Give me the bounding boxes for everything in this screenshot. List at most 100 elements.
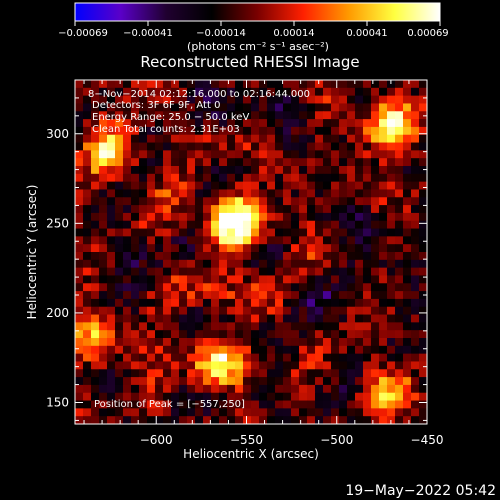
heatmap-cell xyxy=(219,166,228,175)
heatmap-cell xyxy=(323,361,332,370)
heatmap-cell xyxy=(115,189,124,198)
heatmap-cell xyxy=(211,197,220,206)
heatmap-cell xyxy=(323,244,332,253)
heatmap-cell xyxy=(331,236,340,245)
heatmap-cell xyxy=(123,197,132,206)
heatmap-cell xyxy=(291,377,300,386)
heatmap-cell xyxy=(155,119,164,128)
heatmap-cell xyxy=(235,181,244,190)
heatmap-cell xyxy=(339,314,348,323)
heatmap-cell xyxy=(275,275,284,284)
heatmap-cell xyxy=(163,322,172,331)
heatmap-cell xyxy=(155,306,164,315)
heatmap-cell xyxy=(163,228,172,237)
heatmap-cell xyxy=(91,173,100,183)
heatmap-cell xyxy=(355,259,364,269)
heatmap-cell xyxy=(99,267,108,276)
heatmap-cell xyxy=(91,205,100,214)
heatmap-cell xyxy=(75,158,84,167)
heatmap-cell xyxy=(139,142,148,151)
heatmap-cell xyxy=(131,119,140,128)
heatmap-cell xyxy=(283,166,292,175)
heatmap-cell xyxy=(243,158,252,167)
heatmap-cell xyxy=(171,338,180,347)
heatmap-cell xyxy=(99,205,108,214)
heatmap-cell xyxy=(395,197,404,206)
heatmap-cell xyxy=(275,95,284,104)
heatmap-cell xyxy=(315,236,324,245)
heatmap-cell xyxy=(411,189,420,198)
heatmap-cell xyxy=(227,189,236,198)
heatmap-cell xyxy=(275,259,284,269)
heatmap-cell xyxy=(419,142,427,151)
heatmap-cell xyxy=(75,166,84,175)
heatmap-cell xyxy=(403,189,412,198)
heatmap-cell xyxy=(91,158,100,167)
heatmap-cell xyxy=(395,369,404,378)
heatmap-cell xyxy=(83,267,92,276)
heatmap-cell xyxy=(227,126,236,136)
heatmap-cell xyxy=(307,400,316,409)
heatmap-cell xyxy=(251,244,260,253)
heatmap-cell xyxy=(251,80,260,89)
heatmap-cell xyxy=(75,252,84,261)
heatmap-cell xyxy=(411,126,420,136)
heatmap-cell xyxy=(355,158,364,167)
heatmap-cell xyxy=(259,345,268,355)
heatmap-cell xyxy=(83,119,92,128)
heatmap-cell xyxy=(219,119,228,128)
heatmap-cell xyxy=(259,142,268,151)
heatmap-cell xyxy=(259,252,268,261)
heatmap-cell xyxy=(371,87,380,97)
heatmap-cell xyxy=(299,353,308,362)
heatmap-cell xyxy=(347,361,356,370)
heatmap-cell xyxy=(275,220,284,229)
heatmap-cell xyxy=(75,142,84,151)
heatmap-cell xyxy=(203,212,212,222)
heatmap-cell xyxy=(387,236,396,245)
heatmap-cell xyxy=(227,173,236,183)
heatmap-cell xyxy=(147,134,156,143)
heatmap-cell xyxy=(379,314,388,323)
heatmap-cell xyxy=(227,205,236,214)
heatmap-cell xyxy=(307,345,316,355)
heatmap-cell xyxy=(227,306,236,315)
heatmap-cell xyxy=(195,173,204,183)
heatmap-cell xyxy=(123,259,132,269)
heatmap-cell xyxy=(219,252,228,261)
heatmap-cell xyxy=(115,181,124,190)
heatmap-cell xyxy=(203,244,212,253)
heatmap-cell xyxy=(283,384,292,394)
heatmap-cell xyxy=(163,384,172,394)
heatmap-cell xyxy=(147,267,156,276)
heatmap-cell xyxy=(283,134,292,143)
heatmap-cell xyxy=(227,228,236,237)
heatmap-cell xyxy=(219,338,228,347)
heatmap-cell xyxy=(403,173,412,183)
heatmap-cell xyxy=(307,197,316,206)
heatmap-cell xyxy=(179,205,188,214)
heatmap-cell xyxy=(115,353,124,362)
heatmap-cell xyxy=(403,275,412,284)
heatmap-cell xyxy=(387,408,396,417)
heatmap-cell xyxy=(187,228,196,237)
heatmap-cell xyxy=(283,345,292,355)
heatmap-cell xyxy=(163,119,172,128)
heatmap-cell xyxy=(107,291,116,300)
heatmap-cell xyxy=(179,119,188,128)
heatmap-cell xyxy=(387,212,396,222)
heatmap-cell xyxy=(203,236,212,245)
heatmap-cell xyxy=(395,377,404,386)
heatmap-cell xyxy=(275,377,284,386)
heatmap-cell xyxy=(139,212,148,222)
heatmap-cell xyxy=(259,150,268,159)
heatmap-cell xyxy=(403,244,412,253)
heatmap-cell xyxy=(219,220,228,229)
heatmap-cell xyxy=(171,205,180,214)
heatmap-cell xyxy=(355,361,364,370)
heatmap-cell xyxy=(83,111,92,120)
heatmap-cell xyxy=(195,369,204,378)
heatmap-cell xyxy=(155,220,164,229)
heatmap-cell xyxy=(179,252,188,261)
heatmap-cell xyxy=(291,267,300,276)
